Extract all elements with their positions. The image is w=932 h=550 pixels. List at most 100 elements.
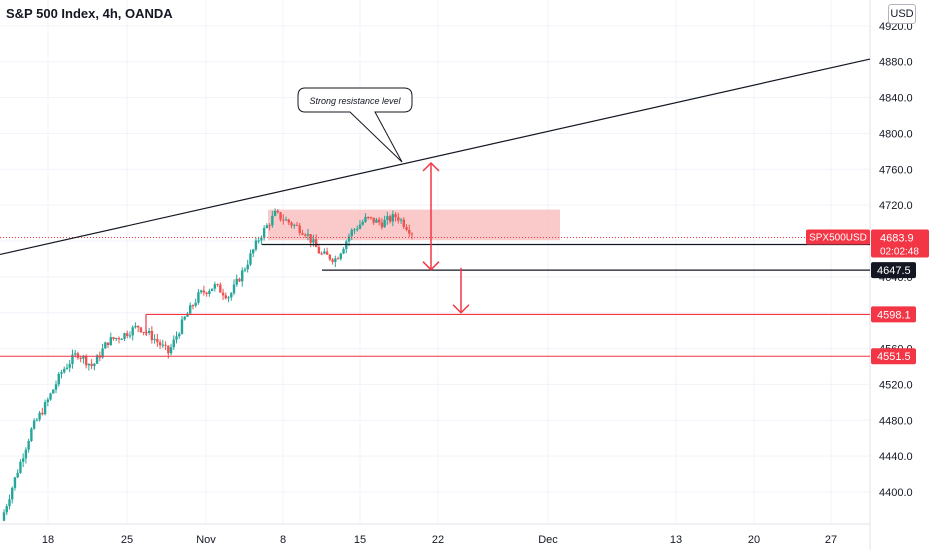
candle-body	[95, 355, 99, 364]
y-tick-label: 4480.0	[879, 415, 913, 427]
candle-body	[104, 342, 107, 349]
candle-body	[336, 258, 340, 260]
candle-body	[287, 219, 290, 223]
candle-body	[112, 337, 115, 340]
candle-body	[106, 342, 110, 346]
candle-body	[238, 278, 241, 282]
candle-body	[16, 472, 19, 478]
current-price-tag: 4683.9	[880, 233, 914, 245]
currency-button[interactable]: USD	[888, 4, 916, 24]
x-tick-label: 15	[354, 534, 366, 546]
candle-body	[150, 330, 154, 341]
candle-body	[295, 224, 299, 226]
candle-body	[402, 219, 405, 227]
candle-body	[208, 290, 211, 295]
candle-body	[320, 253, 323, 255]
candle-body	[126, 333, 129, 337]
candle-body	[282, 219, 285, 221]
candle-body	[328, 254, 332, 260]
candle-body	[364, 216, 367, 222]
x-tick-label: Nov	[196, 534, 216, 546]
candle-body	[139, 327, 143, 333]
candle-body	[241, 270, 244, 282]
candle-body	[210, 288, 214, 291]
candle-body	[394, 214, 397, 218]
candle-body	[265, 225, 269, 229]
candle-body	[43, 402, 47, 415]
candle-body	[5, 506, 8, 513]
candle-body	[347, 236, 351, 242]
candle-body	[230, 293, 233, 298]
level-label-4598-bg	[871, 306, 916, 323]
candle-body	[405, 226, 408, 230]
resistance-trendline	[0, 58, 871, 256]
candle-body	[54, 384, 58, 390]
candle-body	[235, 278, 238, 285]
candle-body	[63, 368, 66, 373]
candle-body	[202, 290, 206, 293]
annotation-text: Strong resistance level	[309, 96, 401, 106]
x-tick-label: 25	[121, 534, 133, 546]
candle-body	[386, 216, 389, 220]
candle-body	[284, 219, 288, 221]
candle-body	[323, 251, 326, 254]
candle-body	[268, 225, 271, 227]
candle-body	[11, 487, 14, 500]
candle-body	[82, 356, 85, 359]
candle-body	[273, 210, 277, 216]
candle-body	[298, 225, 301, 234]
candle-body	[262, 228, 266, 238]
candle-body	[35, 419, 39, 421]
candle-body	[339, 253, 343, 259]
candle-body	[68, 364, 71, 368]
candle-body	[246, 264, 249, 270]
candle-body	[369, 217, 373, 219]
candle-body	[388, 216, 392, 222]
candle-body	[361, 221, 364, 225]
candle-body	[134, 325, 137, 328]
candle-body	[366, 216, 370, 218]
candle-body	[19, 461, 22, 473]
candle-body	[156, 339, 159, 343]
candle-body	[197, 292, 200, 303]
x-tick-label: 27	[825, 534, 837, 546]
y-tick-label: 4760.0	[879, 164, 913, 176]
candle-body	[167, 345, 170, 354]
price-countdown: 02:02:48	[880, 247, 919, 258]
candle-body	[109, 337, 112, 346]
candle-body	[41, 412, 44, 415]
candle-body	[325, 251, 329, 255]
candle-body	[189, 305, 192, 314]
candle-body	[350, 229, 353, 237]
candle-body	[27, 441, 30, 450]
candle-body	[147, 330, 151, 334]
candle-body	[191, 305, 195, 307]
candle-body	[180, 319, 184, 334]
candle-body	[257, 240, 260, 242]
candle-body	[46, 399, 50, 403]
y-tick-label: 4400.0	[879, 487, 913, 499]
candle-body	[271, 215, 274, 226]
candle-body	[178, 333, 181, 337]
candle-body	[8, 499, 11, 507]
candle-body	[24, 449, 28, 459]
candle-body	[164, 344, 167, 346]
level-label-4551: 4551.5	[877, 351, 911, 363]
x-tick-label: 8	[280, 534, 286, 546]
candle-body	[73, 353, 77, 355]
candle-body	[84, 356, 88, 366]
candle-body	[60, 372, 63, 374]
candle-body	[172, 339, 175, 348]
candle-body	[380, 222, 384, 228]
candle-body	[342, 248, 345, 254]
level-label-4647: 4647.5	[877, 265, 911, 277]
candle-body	[227, 297, 230, 299]
y-tick-label: 4440.0	[879, 451, 913, 463]
symbol-tag: SPX500USD	[809, 233, 867, 244]
candle-body	[21, 458, 25, 462]
candle-body	[186, 313, 189, 317]
candle-body	[309, 234, 312, 243]
target-arrow-head	[452, 304, 470, 314]
candle-body	[90, 363, 93, 367]
